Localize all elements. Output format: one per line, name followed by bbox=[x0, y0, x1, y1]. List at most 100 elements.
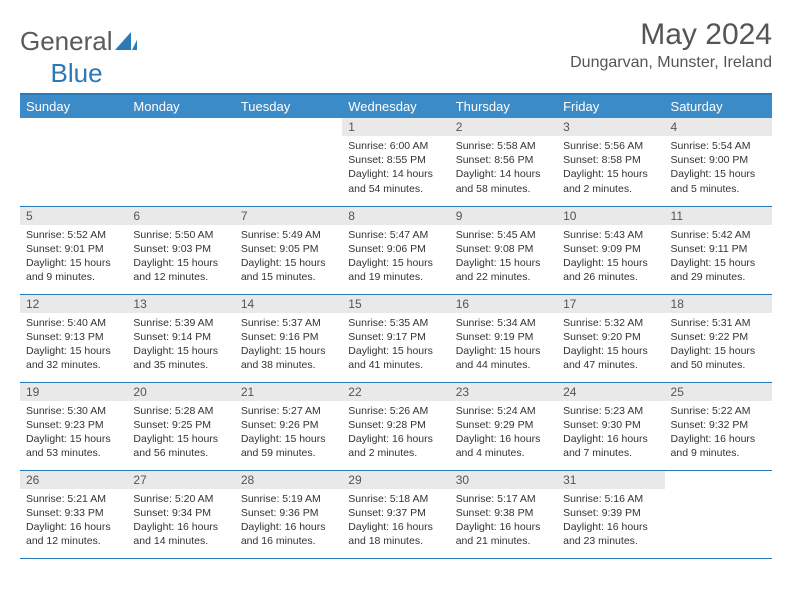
calendar-cell: 8Sunrise: 5:47 AMSunset: 9:06 PMDaylight… bbox=[342, 206, 449, 294]
calendar-cell: 31Sunrise: 5:16 AMSunset: 9:39 PMDayligh… bbox=[557, 470, 664, 558]
day-number: 10 bbox=[557, 207, 664, 225]
day-number: 31 bbox=[557, 471, 664, 489]
day-details: Sunrise: 5:35 AMSunset: 9:17 PMDaylight:… bbox=[342, 313, 449, 377]
day-number: 25 bbox=[665, 383, 772, 401]
calendar-cell: 30Sunrise: 5:17 AMSunset: 9:38 PMDayligh… bbox=[450, 470, 557, 558]
day-details: Sunrise: 5:45 AMSunset: 9:08 PMDaylight:… bbox=[450, 225, 557, 289]
calendar-cell: 3Sunrise: 5:56 AMSunset: 8:58 PMDaylight… bbox=[557, 118, 664, 206]
calendar-cell: 14Sunrise: 5:37 AMSunset: 9:16 PMDayligh… bbox=[235, 294, 342, 382]
weekday-header: Monday bbox=[127, 95, 234, 118]
day-details: Sunrise: 5:40 AMSunset: 9:13 PMDaylight:… bbox=[20, 313, 127, 377]
day-number: 26 bbox=[20, 471, 127, 489]
calendar-cell: 15Sunrise: 5:35 AMSunset: 9:17 PMDayligh… bbox=[342, 294, 449, 382]
calendar-body: 1Sunrise: 6:00 AMSunset: 8:55 PMDaylight… bbox=[20, 118, 772, 558]
calendar-cell: 27Sunrise: 5:20 AMSunset: 9:34 PMDayligh… bbox=[127, 470, 234, 558]
calendar-cell: 23Sunrise: 5:24 AMSunset: 9:29 PMDayligh… bbox=[450, 382, 557, 470]
day-number: 12 bbox=[20, 295, 127, 313]
title-block: May 2024 Dungarvan, Munster, Ireland bbox=[570, 18, 772, 72]
day-details: Sunrise: 5:54 AMSunset: 9:00 PMDaylight:… bbox=[665, 136, 772, 200]
day-number: 13 bbox=[127, 295, 234, 313]
logo-text-2: Blue bbox=[51, 58, 103, 89]
day-number: 23 bbox=[450, 383, 557, 401]
weekday-header: Tuesday bbox=[235, 95, 342, 118]
day-number: 2 bbox=[450, 118, 557, 136]
calendar-cell: 24Sunrise: 5:23 AMSunset: 9:30 PMDayligh… bbox=[557, 382, 664, 470]
day-number: 1 bbox=[342, 118, 449, 136]
logo-sail-icon bbox=[115, 32, 137, 52]
day-details: Sunrise: 5:43 AMSunset: 9:09 PMDaylight:… bbox=[557, 225, 664, 289]
day-number: 7 bbox=[235, 207, 342, 225]
calendar-cell: 22Sunrise: 5:26 AMSunset: 9:28 PMDayligh… bbox=[342, 382, 449, 470]
weekday-header: Wednesday bbox=[342, 95, 449, 118]
day-details: Sunrise: 5:22 AMSunset: 9:32 PMDaylight:… bbox=[665, 401, 772, 465]
calendar-cell: 1Sunrise: 6:00 AMSunset: 8:55 PMDaylight… bbox=[342, 118, 449, 206]
day-number: 21 bbox=[235, 383, 342, 401]
calendar-cell: 16Sunrise: 5:34 AMSunset: 9:19 PMDayligh… bbox=[450, 294, 557, 382]
day-number: 24 bbox=[557, 383, 664, 401]
calendar-cell: 2Sunrise: 5:58 AMSunset: 8:56 PMDaylight… bbox=[450, 118, 557, 206]
calendar-cell: 12Sunrise: 5:40 AMSunset: 9:13 PMDayligh… bbox=[20, 294, 127, 382]
calendar-cell: 7Sunrise: 5:49 AMSunset: 9:05 PMDaylight… bbox=[235, 206, 342, 294]
calendar-cell: 26Sunrise: 5:21 AMSunset: 9:33 PMDayligh… bbox=[20, 470, 127, 558]
calendar-cell: 20Sunrise: 5:28 AMSunset: 9:25 PMDayligh… bbox=[127, 382, 234, 470]
day-details: Sunrise: 5:47 AMSunset: 9:06 PMDaylight:… bbox=[342, 225, 449, 289]
calendar-cell-empty bbox=[665, 470, 772, 558]
calendar-cell: 4Sunrise: 5:54 AMSunset: 9:00 PMDaylight… bbox=[665, 118, 772, 206]
day-number: 9 bbox=[450, 207, 557, 225]
day-details: Sunrise: 5:52 AMSunset: 9:01 PMDaylight:… bbox=[20, 225, 127, 289]
day-details: Sunrise: 5:42 AMSunset: 9:11 PMDaylight:… bbox=[665, 225, 772, 289]
calendar-cell: 21Sunrise: 5:27 AMSunset: 9:26 PMDayligh… bbox=[235, 382, 342, 470]
day-details: Sunrise: 5:56 AMSunset: 8:58 PMDaylight:… bbox=[557, 136, 664, 200]
day-number: 19 bbox=[20, 383, 127, 401]
calendar-table: SundayMondayTuesdayWednesdayThursdayFrid… bbox=[20, 95, 772, 559]
calendar-cell: 5Sunrise: 5:52 AMSunset: 9:01 PMDaylight… bbox=[20, 206, 127, 294]
day-number: 15 bbox=[342, 295, 449, 313]
day-details: Sunrise: 5:20 AMSunset: 9:34 PMDaylight:… bbox=[127, 489, 234, 553]
calendar-row: 26Sunrise: 5:21 AMSunset: 9:33 PMDayligh… bbox=[20, 470, 772, 558]
weekday-header: Thursday bbox=[450, 95, 557, 118]
day-number: 6 bbox=[127, 207, 234, 225]
logo-text-1: General bbox=[20, 26, 113, 57]
day-details: Sunrise: 5:50 AMSunset: 9:03 PMDaylight:… bbox=[127, 225, 234, 289]
day-details: Sunrise: 5:49 AMSunset: 9:05 PMDaylight:… bbox=[235, 225, 342, 289]
day-details: Sunrise: 5:28 AMSunset: 9:25 PMDaylight:… bbox=[127, 401, 234, 465]
calendar-row: 5Sunrise: 5:52 AMSunset: 9:01 PMDaylight… bbox=[20, 206, 772, 294]
calendar-cell: 6Sunrise: 5:50 AMSunset: 9:03 PMDaylight… bbox=[127, 206, 234, 294]
day-details: Sunrise: 5:32 AMSunset: 9:20 PMDaylight:… bbox=[557, 313, 664, 377]
calendar-cell: 29Sunrise: 5:18 AMSunset: 9:37 PMDayligh… bbox=[342, 470, 449, 558]
day-number: 18 bbox=[665, 295, 772, 313]
weekday-row: SundayMondayTuesdayWednesdayThursdayFrid… bbox=[20, 95, 772, 118]
day-details: Sunrise: 5:58 AMSunset: 8:56 PMDaylight:… bbox=[450, 136, 557, 200]
day-details: Sunrise: 5:21 AMSunset: 9:33 PMDaylight:… bbox=[20, 489, 127, 553]
day-details: Sunrise: 5:23 AMSunset: 9:30 PMDaylight:… bbox=[557, 401, 664, 465]
day-details: Sunrise: 5:27 AMSunset: 9:26 PMDaylight:… bbox=[235, 401, 342, 465]
day-details: Sunrise: 5:30 AMSunset: 9:23 PMDaylight:… bbox=[20, 401, 127, 465]
calendar-cell: 19Sunrise: 5:30 AMSunset: 9:23 PMDayligh… bbox=[20, 382, 127, 470]
day-number: 11 bbox=[665, 207, 772, 225]
day-number: 3 bbox=[557, 118, 664, 136]
day-number: 20 bbox=[127, 383, 234, 401]
day-number: 5 bbox=[20, 207, 127, 225]
day-details: Sunrise: 5:16 AMSunset: 9:39 PMDaylight:… bbox=[557, 489, 664, 553]
day-details: Sunrise: 5:37 AMSunset: 9:16 PMDaylight:… bbox=[235, 313, 342, 377]
calendar-cell: 17Sunrise: 5:32 AMSunset: 9:20 PMDayligh… bbox=[557, 294, 664, 382]
calendar-cell: 13Sunrise: 5:39 AMSunset: 9:14 PMDayligh… bbox=[127, 294, 234, 382]
logo: General bbox=[20, 18, 137, 57]
day-number: 17 bbox=[557, 295, 664, 313]
calendar-row: 19Sunrise: 5:30 AMSunset: 9:23 PMDayligh… bbox=[20, 382, 772, 470]
weekday-header: Saturday bbox=[665, 95, 772, 118]
day-details: Sunrise: 5:39 AMSunset: 9:14 PMDaylight:… bbox=[127, 313, 234, 377]
day-number: 8 bbox=[342, 207, 449, 225]
weekday-header: Friday bbox=[557, 95, 664, 118]
calendar-cell: 18Sunrise: 5:31 AMSunset: 9:22 PMDayligh… bbox=[665, 294, 772, 382]
calendar-cell-empty bbox=[20, 118, 127, 206]
day-number: 14 bbox=[235, 295, 342, 313]
month-title: May 2024 bbox=[570, 18, 772, 52]
calendar-row: 1Sunrise: 6:00 AMSunset: 8:55 PMDaylight… bbox=[20, 118, 772, 206]
day-number: 27 bbox=[127, 471, 234, 489]
day-number: 4 bbox=[665, 118, 772, 136]
calendar-cell: 25Sunrise: 5:22 AMSunset: 9:32 PMDayligh… bbox=[665, 382, 772, 470]
calendar-row: 12Sunrise: 5:40 AMSunset: 9:13 PMDayligh… bbox=[20, 294, 772, 382]
calendar-cell: 9Sunrise: 5:45 AMSunset: 9:08 PMDaylight… bbox=[450, 206, 557, 294]
day-details: Sunrise: 5:19 AMSunset: 9:36 PMDaylight:… bbox=[235, 489, 342, 553]
